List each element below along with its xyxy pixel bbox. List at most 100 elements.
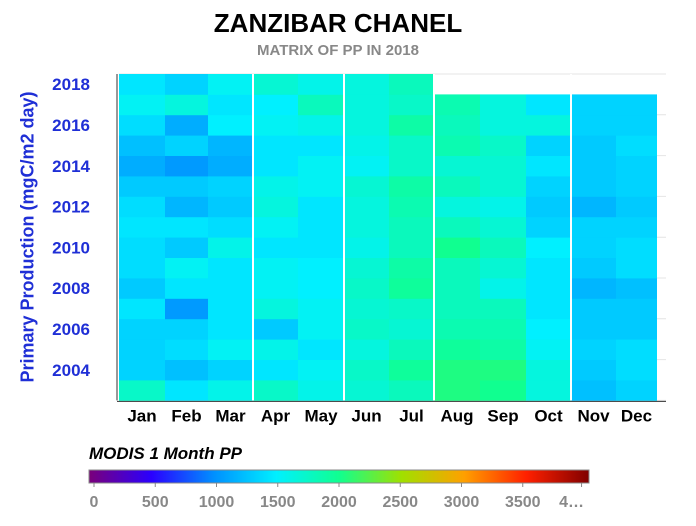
heatmap-cell: [389, 74, 434, 95]
heatmap-cell: [571, 196, 616, 218]
heatmap-cell: [119, 257, 165, 279]
heatmap-cell: [434, 94, 480, 116]
heatmap-cell: [616, 155, 657, 177]
colorbar-tick-label: 1500: [260, 494, 296, 511]
x-tick-label: May: [304, 406, 338, 425]
heatmap-cell: [480, 298, 526, 320]
heatmap-cell: [208, 114, 253, 136]
heatmap-cell: [253, 216, 298, 238]
heatmap-cell: [344, 196, 389, 218]
heatmap-cell: [571, 359, 616, 381]
x-tick-label: Aug: [440, 406, 473, 425]
heatmap-cell: [298, 216, 344, 238]
heatmap-cell: [526, 216, 571, 238]
heatmap-cell: [208, 135, 253, 156]
heatmap-cell: [616, 114, 657, 136]
heatmap-cell: [616, 176, 657, 197]
heatmap-cell: [616, 298, 657, 320]
heatmap-cell: [526, 237, 571, 258]
heatmap-cell: [480, 359, 526, 381]
heatmap-cell: [253, 298, 298, 320]
heatmap-cell: [119, 74, 165, 95]
chart-title: ZANZIBAR CHANEL: [213, 8, 463, 38]
heatmap-cell: [208, 278, 253, 299]
heatmap-cell: [480, 257, 526, 279]
heatmap-cell: [389, 278, 434, 299]
heatmap-cell: [344, 339, 389, 360]
heatmap-cell: [165, 155, 208, 177]
heatmap-cell: [344, 155, 389, 177]
heatmap-cell: [253, 257, 298, 279]
colorbar-tick-label: 2500: [382, 494, 418, 511]
heatmap-cell: [344, 114, 389, 136]
colorbar-tick-label: 3500: [505, 494, 541, 511]
heatmap-cell: [208, 318, 253, 340]
heatmap-cell: [344, 298, 389, 320]
heatmap-cell: [616, 278, 657, 299]
heatmap-cell: [389, 94, 434, 116]
heatmap-cell: [208, 380, 253, 401]
heatmap-cell: [526, 176, 571, 197]
heatmap-cell: [165, 298, 208, 320]
heatmap-cell: [571, 237, 616, 258]
heatmap-cell: [208, 339, 253, 360]
heatmap-cell: [480, 278, 526, 299]
heatmap-cell: [616, 318, 657, 340]
colorbar-tick-label: 2000: [321, 494, 357, 511]
y-tick-label: 2006: [52, 320, 90, 339]
heatmap-cell: [253, 176, 298, 197]
heatmap-cell: [344, 176, 389, 197]
heatmap-cell: [571, 318, 616, 340]
colorbar-title: MODIS 1 Month PP: [89, 444, 242, 463]
colorbar-tick-label: 0: [90, 494, 99, 511]
colorbar: [88, 469, 590, 484]
heatmap-cell: [571, 278, 616, 299]
heatmap-cell: [344, 237, 389, 258]
heatmap-cell: [616, 196, 657, 218]
x-tick-label: Feb: [171, 406, 201, 425]
x-tick-label: Jul: [399, 406, 424, 425]
heatmap-cell: [298, 257, 344, 279]
y-tick-label: 2016: [52, 116, 90, 135]
y-tick-label: 2010: [52, 238, 90, 257]
heatmap-cell: [344, 318, 389, 340]
heatmap-cell: [298, 196, 344, 218]
heatmap-cell: [165, 216, 208, 238]
heatmap-cell: [119, 359, 165, 381]
heatmap-cell: [298, 114, 344, 136]
heatmap-cell: [480, 196, 526, 218]
heatmap-cell: [616, 237, 657, 258]
heatmap-cell: [389, 135, 434, 156]
heatmap-cell: [616, 339, 657, 360]
heatmap-cell: [434, 114, 480, 136]
heatmap-cell: [571, 135, 616, 156]
colorbar-tick-label: 500: [142, 494, 169, 511]
heatmap-cell: [434, 380, 480, 401]
heatmap-cell: [165, 339, 208, 360]
heatmap-cell: [253, 74, 298, 95]
heatmap-cell: [480, 155, 526, 177]
heatmap-cell: [571, 380, 616, 401]
heatmap-cell: [389, 216, 434, 238]
heatmap-cell: [571, 216, 616, 238]
heatmap-cell: [298, 176, 344, 197]
heatmap-cell: [344, 135, 389, 156]
heatmap-cell: [526, 135, 571, 156]
heatmap-cell: [253, 359, 298, 381]
heatmap-cell: [119, 216, 165, 238]
heatmap-cell: [616, 135, 657, 156]
heatmap-cell: [389, 196, 434, 218]
heatmap-cell: [298, 135, 344, 156]
heatmap-cell: [526, 278, 571, 299]
heatmap-cell: [119, 176, 165, 197]
heatmap-cell: [119, 298, 165, 320]
heatmap-cell: [208, 237, 253, 258]
heatmap-cell: [526, 339, 571, 360]
heatmap-cell: [344, 94, 389, 116]
heatmap-cell: [253, 278, 298, 299]
heatmap-cell: [165, 278, 208, 299]
heatmap-cell: [434, 176, 480, 197]
heatmap-cell: [298, 155, 344, 177]
heatmap-cell: [253, 114, 298, 136]
chart-subtitle: MATRIX OF PP IN 2018: [257, 42, 419, 59]
